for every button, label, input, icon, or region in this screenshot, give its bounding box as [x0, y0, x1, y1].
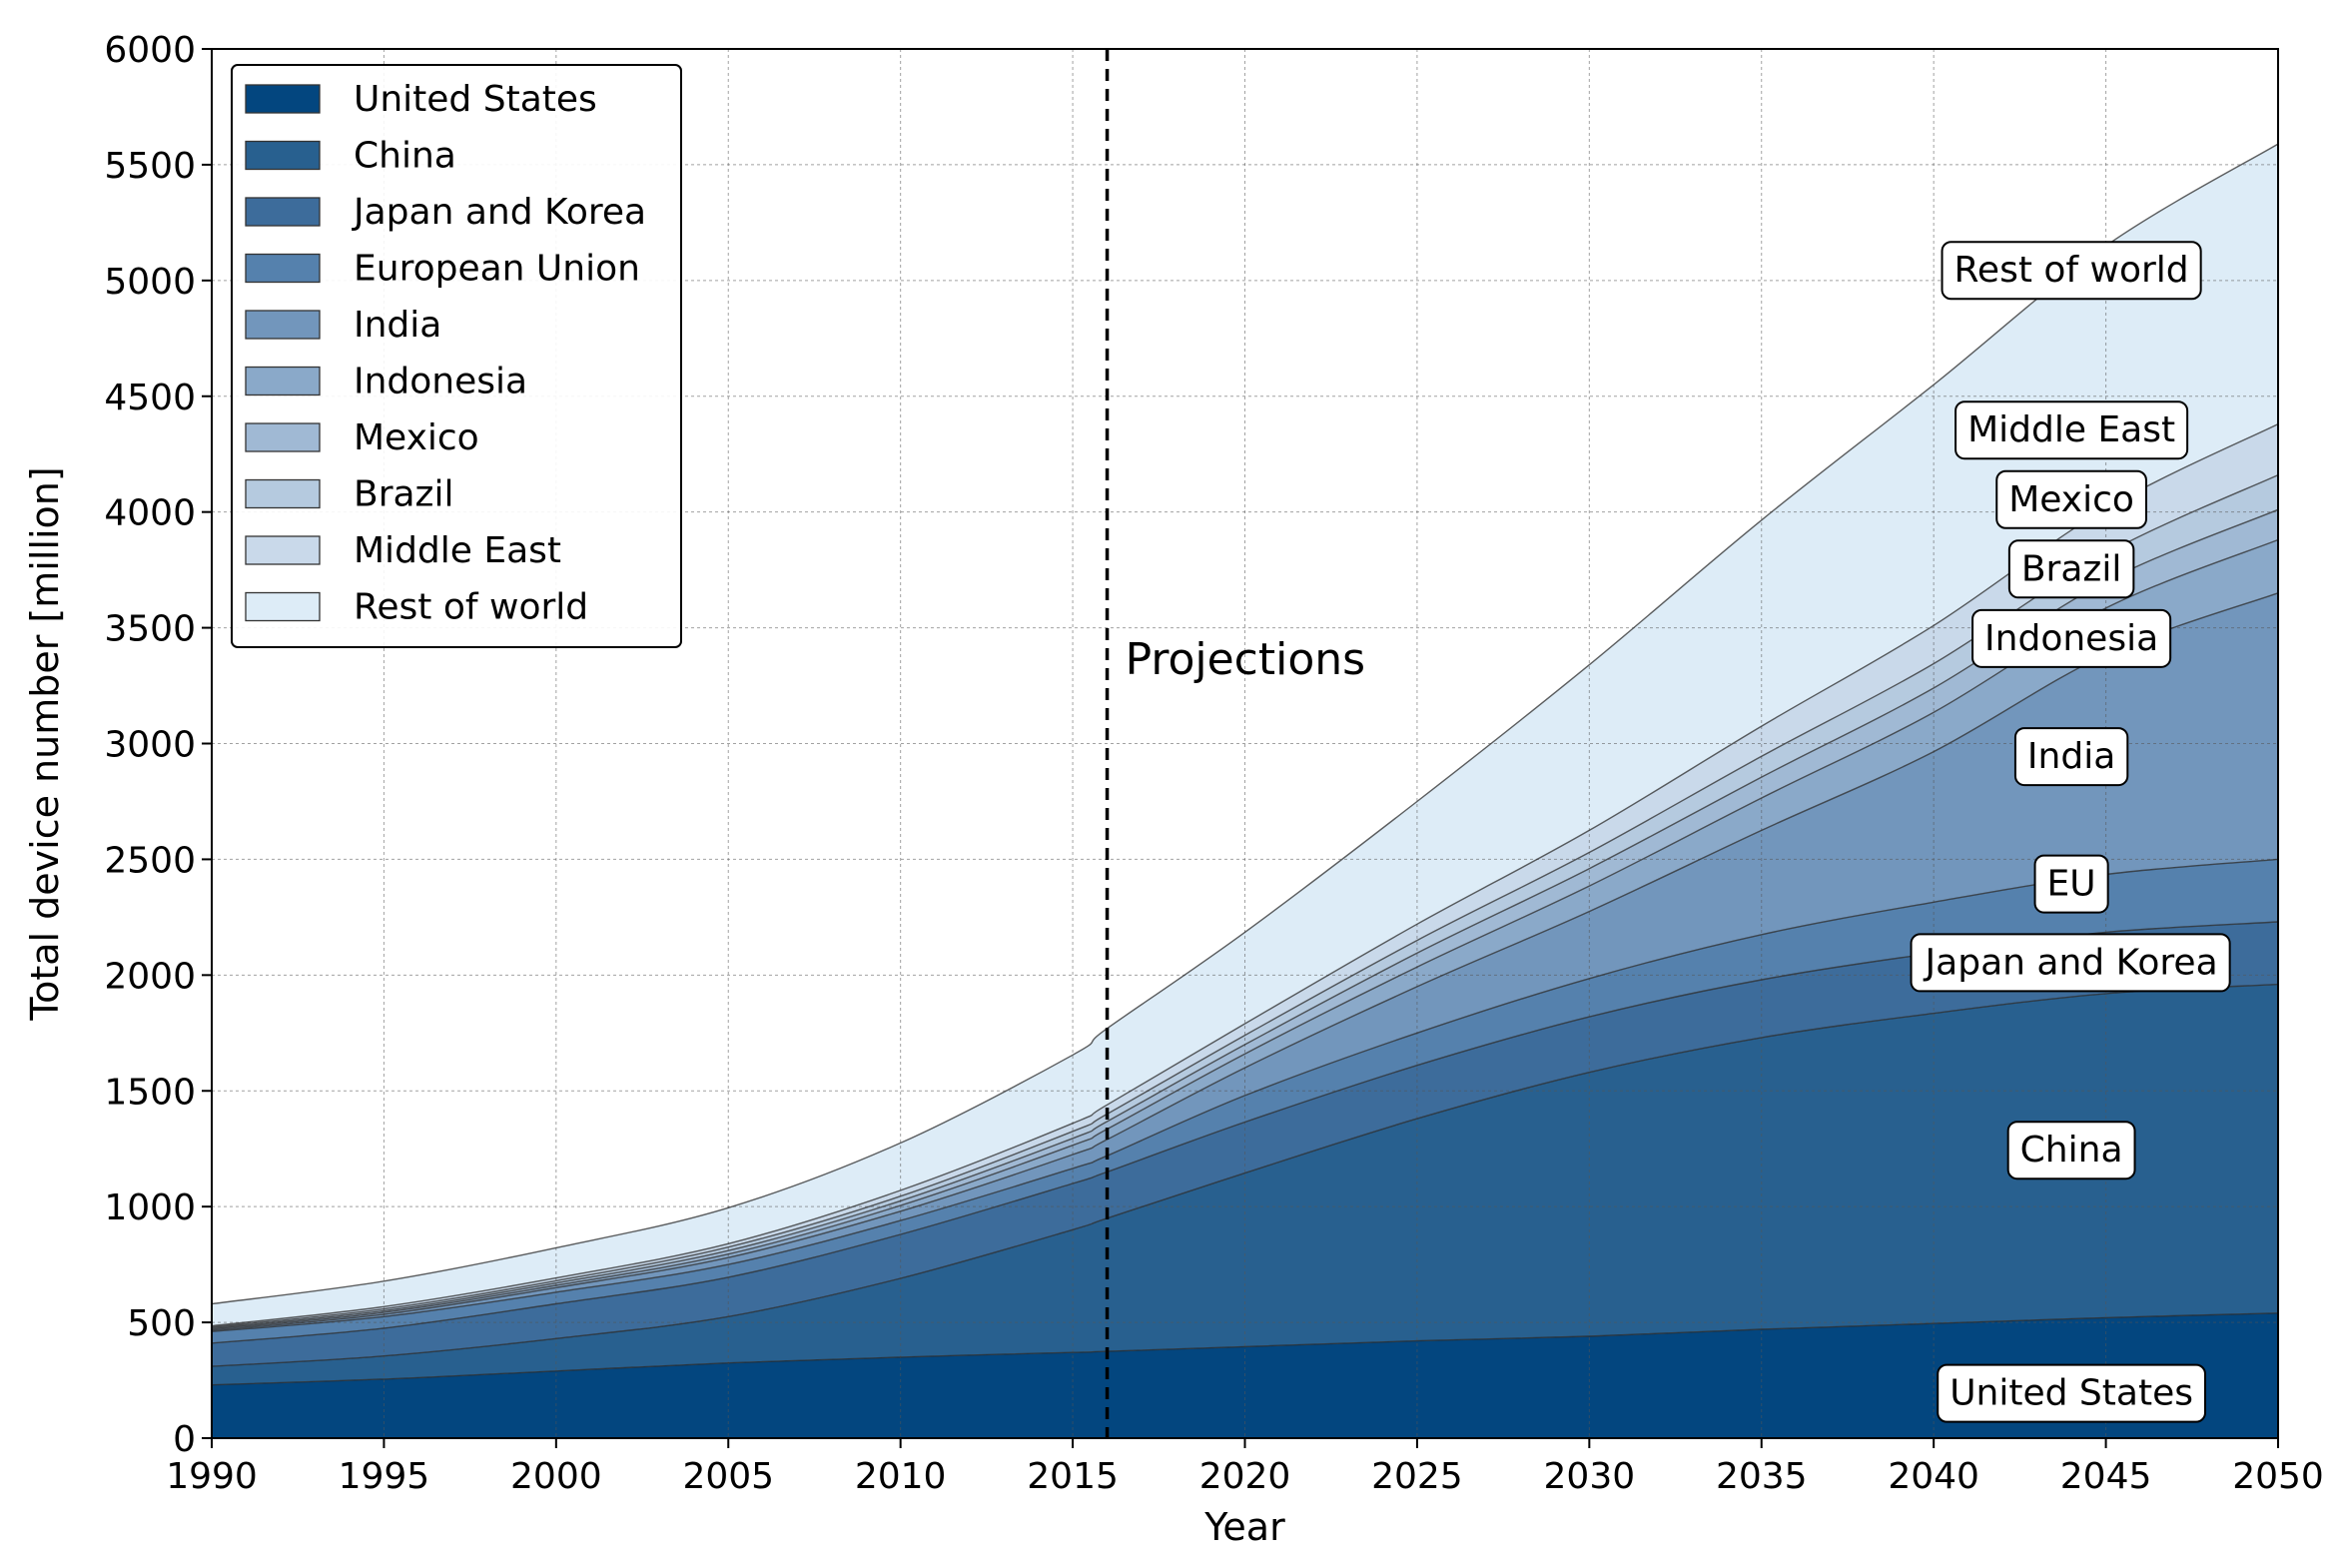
legend-item: Brazil — [245, 474, 453, 515]
x-tick-label: 2025 — [1371, 1456, 1463, 1497]
legend-swatch — [245, 253, 321, 284]
legend-swatch — [245, 310, 321, 340]
legend-label: European Union — [354, 249, 640, 290]
legend-label: Brazil — [354, 474, 453, 515]
area-label-rest-of-world: Rest of world — [1941, 241, 2202, 301]
svg-text:Brazil: Brazil — [2021, 548, 2121, 589]
legend-item: United States — [245, 79, 597, 120]
area-labels: United States China Japan and Korea EU India… — [1910, 241, 2231, 1423]
area-label-middle-east: Middle East — [1954, 400, 2189, 460]
projection-label: Projections — [1126, 634, 1366, 685]
svg-text:United States: United States — [1950, 1373, 2193, 1414]
area-label-china: China — [2006, 1121, 2136, 1180]
area-label-brazil: Brazil — [2007, 539, 2135, 599]
area-boundary-india — [211, 592, 2279, 1331]
y-tick-label: 1500 — [104, 1072, 196, 1113]
legend-item: Middle East — [245, 530, 561, 571]
legend-label: Rest of world — [354, 587, 588, 628]
x-tick-label: 2050 — [2232, 1456, 2324, 1497]
area-boundary-brazil — [211, 473, 2279, 1328]
legend-item: China — [245, 136, 456, 177]
area-label-mexico: Mexico — [1995, 469, 2147, 529]
y-axis-ticks: 0 500 1000 1500 2000 2500 3000 3500 4000 4500 5000… — [104, 30, 212, 1460]
x-tick-label: 2045 — [2060, 1456, 2152, 1497]
x-tick-label: 2035 — [1716, 1456, 1808, 1497]
x-tick-label: 2010 — [855, 1456, 947, 1497]
area-label-india: India — [2013, 727, 2129, 787]
legend-label: Mexico — [354, 417, 479, 458]
x-axis-label: Year — [1203, 1505, 1285, 1549]
svg-text:Japan and Korea: Japan and Korea — [1924, 942, 2218, 983]
y-tick-label: 3500 — [104, 609, 196, 650]
legend-label: Middle East — [354, 530, 561, 571]
x-tick-label: 2000 — [510, 1456, 602, 1497]
y-tick-label: 2000 — [104, 956, 196, 997]
legend-item: Indonesia — [245, 362, 527, 402]
legend-label: United States — [354, 79, 597, 120]
area-boundary-mexico — [211, 508, 2279, 1329]
x-tick-label: 2030 — [1544, 1456, 1636, 1497]
area-european-union — [212, 859, 2278, 1343]
svg-text:Rest of world: Rest of world — [1954, 250, 2189, 291]
legend-item: Rest of world — [245, 587, 588, 628]
x-tick-label: 2040 — [1888, 1456, 1979, 1497]
y-tick-label: 3000 — [104, 725, 196, 766]
y-tick-label: 5000 — [104, 262, 196, 303]
legend: United States China Japan and Korea Europea… — [231, 64, 682, 648]
y-tick-label: 500 — [127, 1303, 196, 1344]
legend-swatch — [245, 591, 321, 622]
legend-label: Indonesia — [354, 362, 527, 402]
y-tick-label: 0 — [173, 1419, 196, 1460]
legend-item: Japan and Korea — [245, 192, 646, 233]
legend-label: Japan and Korea — [352, 192, 646, 233]
x-tick-label: 2020 — [1199, 1456, 1291, 1497]
area-label-united-states: United States — [1937, 1363, 2206, 1423]
legend-swatch — [245, 366, 321, 396]
legend-box — [231, 64, 682, 648]
y-tick-label: 4000 — [104, 493, 196, 534]
area-label-european-union: EU — [2033, 854, 2109, 914]
svg-text:EU: EU — [2047, 864, 2096, 905]
x-tick-label: 1995 — [339, 1456, 430, 1497]
svg-text:India: India — [2027, 736, 2115, 777]
area-boundary-european-union — [211, 858, 2279, 1333]
area-label-japan-and-korea: Japan and Korea — [1910, 933, 2231, 993]
area-boundary-united-states — [211, 1312, 2279, 1386]
legend-item: Mexico — [245, 417, 479, 458]
area-boundary-middle-east — [211, 422, 2279, 1327]
legend-label: India — [354, 305, 441, 346]
legend-swatch — [245, 84, 321, 114]
legend-item: European Union — [245, 249, 640, 290]
legend-swatch — [245, 422, 321, 452]
legend-item: India — [245, 305, 441, 346]
svg-text:Indonesia: Indonesia — [1984, 618, 2158, 659]
area-boundary-rest-of-world — [211, 143, 2279, 1305]
x-tick-label: 2005 — [682, 1456, 774, 1497]
area-boundary-indonesia — [211, 538, 2279, 1330]
svg-text:China: China — [2020, 1130, 2123, 1171]
y-tick-label: 1000 — [104, 1187, 196, 1228]
x-tick-label: 1990 — [166, 1456, 258, 1497]
svg-text:Middle East: Middle East — [1967, 409, 2175, 450]
legend-swatch — [245, 535, 321, 565]
area-boundary-china — [211, 983, 2279, 1367]
y-tick-label: 5500 — [104, 146, 196, 187]
legend-swatch — [245, 478, 321, 509]
y-tick-label: 4500 — [104, 378, 196, 418]
legend-swatch — [245, 140, 321, 171]
x-tick-label: 2015 — [1027, 1456, 1119, 1497]
y-tick-label: 6000 — [104, 30, 196, 71]
y-tick-label: 2500 — [104, 840, 196, 881]
area-label-indonesia: Indonesia — [1971, 608, 2172, 668]
y-axis-label: Total device number [million] — [23, 466, 67, 1021]
legend-label: China — [354, 136, 456, 177]
legend-swatch — [245, 197, 321, 227]
svg-text:Mexico: Mexico — [2008, 479, 2134, 520]
x-axis-ticks: 1990 1995 2000 2005 2010 2015 2020 2025 2030 2035… — [166, 1438, 2324, 1497]
